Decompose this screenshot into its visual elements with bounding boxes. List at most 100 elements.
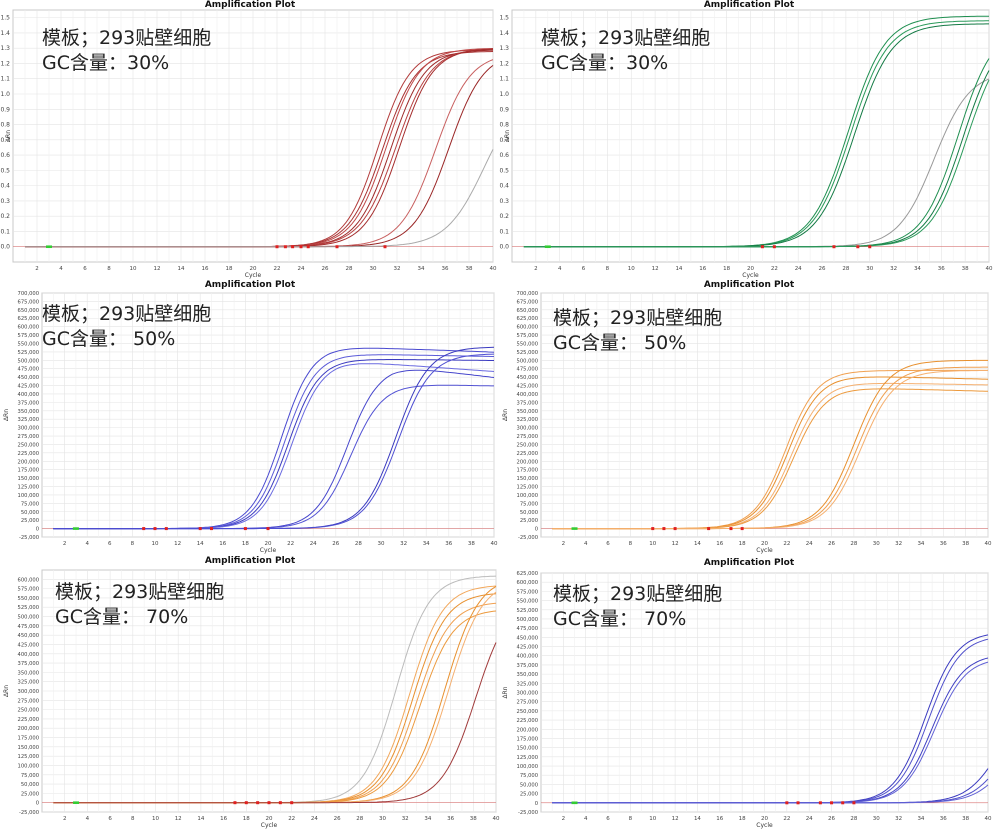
- gc-content-label: GC含量：30%: [541, 52, 669, 74]
- x-tick-label: 2: [562, 816, 566, 822]
- y-tick-label: 425,000: [517, 384, 538, 390]
- x-tick-label: 12: [174, 541, 181, 547]
- y-tick-label: 700,000: [18, 291, 39, 297]
- x-tick-label: 40: [986, 266, 993, 272]
- y-tick-label: 325,000: [517, 681, 538, 687]
- y-tick-label: 200,000: [517, 459, 538, 465]
- x-tick-label: 18: [739, 541, 746, 547]
- x-tick-label: 26: [334, 816, 341, 822]
- x-tick-label: 36: [442, 266, 449, 272]
- y-tick-label: 375,000: [517, 400, 538, 406]
- x-tick-label: 22: [771, 266, 778, 272]
- y-tick-label: 0.3: [499, 198, 509, 205]
- y-tick-label: 275,000: [517, 700, 538, 706]
- y-tick-label: 250,000: [18, 708, 39, 714]
- baseline-start-marker: [72, 527, 79, 530]
- x-tick-label: 24: [311, 816, 318, 822]
- y-tick-label: 150,000: [517, 746, 538, 752]
- y-tick-label: 500,000: [18, 358, 39, 364]
- threshold-marker: [142, 527, 146, 531]
- x-tick-label: 20: [761, 541, 768, 547]
- x-tick-label: 20: [250, 266, 257, 272]
- y-tick-label: 225,000: [18, 451, 39, 457]
- y-tick-label: 100,000: [517, 493, 538, 499]
- y-tick-label: 425,000: [517, 645, 538, 651]
- x-tick-label: 36: [938, 266, 945, 272]
- amplification-plot-6: -25,000 0 25,000 50,000 75,000 100,000 125,000…: [502, 571, 992, 829]
- template-label: 模板；293贴壁细胞: [541, 27, 711, 49]
- y-tick-label: 375,000: [18, 400, 39, 406]
- y-tick-label: 350,000: [517, 672, 538, 678]
- x-tick-label: 10: [649, 541, 656, 547]
- y-tick-label: 0.7: [499, 137, 509, 144]
- y-tick-label: 225,000: [517, 451, 538, 457]
- y-tick-label: 100,000: [18, 763, 39, 769]
- y-tick-label: 300,000: [18, 426, 39, 432]
- x-axis-label: Cycle: [260, 547, 277, 554]
- plot-title: Amplification Plot: [703, 558, 795, 568]
- x-tick-label: 36: [940, 541, 947, 547]
- y-tick-label: 475,000: [18, 624, 39, 630]
- y-tick-label: 50,000: [520, 510, 538, 516]
- x-tick-label: 26: [322, 266, 329, 272]
- y-tick-label: 50,000: [520, 782, 538, 788]
- threshold-marker: [291, 245, 295, 249]
- x-tick-label: 6: [83, 266, 87, 272]
- y-tick-label: 125,000: [517, 755, 538, 761]
- baseline-start-marker: [46, 245, 52, 249]
- y-tick-label: 400,000: [18, 652, 39, 658]
- x-tick-label: 22: [274, 266, 281, 272]
- y-tick-label: 125,000: [18, 754, 39, 760]
- threshold-marker: [852, 801, 856, 805]
- template-label: 模板；293贴壁细胞: [55, 581, 225, 603]
- x-axis-label: Cycle: [756, 547, 773, 554]
- y-tick-label: 250,000: [517, 709, 538, 715]
- x-tick-label: 18: [723, 266, 730, 272]
- x-tick-label: 8: [629, 816, 633, 822]
- y-tick-label: 425,000: [18, 384, 39, 390]
- x-tick-label: 28: [355, 541, 362, 547]
- plot-title: Amplification Plot: [204, 0, 296, 10]
- y-tick-label: 325,000: [18, 680, 39, 686]
- y-tick-label: 550,000: [18, 341, 39, 347]
- x-tick-label: 12: [672, 816, 679, 822]
- x-tick-label: 24: [795, 266, 802, 272]
- sample-annotation: 模板；293贴壁细胞 GC含量： 70%: [553, 582, 722, 632]
- x-tick-label: 18: [242, 541, 249, 547]
- y-tick-label: 1.4: [0, 30, 10, 37]
- threshold-marker: [306, 245, 310, 249]
- y-tick-label: 0.1: [499, 228, 509, 235]
- x-tick-label: 32: [895, 816, 902, 822]
- x-tick-label: 4: [558, 266, 562, 272]
- y-tick-label: 500,000: [517, 358, 538, 364]
- x-tick-label: 30: [370, 266, 377, 272]
- x-tick-label: 10: [152, 816, 159, 822]
- x-tick-label: 12: [672, 541, 679, 547]
- threshold-marker: [243, 527, 247, 531]
- threshold-marker: [868, 245, 872, 249]
- x-tick-label: 28: [850, 541, 857, 547]
- y-tick-label: 600,000: [18, 325, 39, 331]
- x-tick-label: 24: [298, 266, 305, 272]
- x-tick-label: 34: [424, 816, 431, 822]
- y-tick-label: 525,000: [18, 350, 39, 356]
- y-tick-label: 0.5: [0, 167, 10, 174]
- threshold-marker: [278, 801, 282, 805]
- sample-annotation: 模板；293贴壁细胞 GC含量： 70%: [55, 580, 224, 630]
- x-tick-label: 10: [628, 266, 635, 272]
- x-tick-label: 14: [694, 541, 701, 547]
- y-tick-label: 700,000: [517, 291, 538, 297]
- x-tick-label: 24: [310, 541, 317, 547]
- y-tick-label: 0.0: [0, 244, 10, 251]
- plot-title: Amplification Plot: [703, 280, 795, 290]
- threshold-marker: [383, 245, 387, 249]
- x-tick-label: 30: [866, 266, 873, 272]
- threshold-marker: [673, 527, 677, 531]
- y-tick-label: 575,000: [517, 589, 538, 595]
- y-tick-label: 125,000: [517, 485, 538, 491]
- y-tick-label: 475,000: [517, 626, 538, 632]
- x-tick-label: 28: [842, 266, 849, 272]
- x-tick-label: 8: [629, 541, 633, 547]
- y-tick-label: 0.9: [0, 106, 10, 113]
- x-tick-label: 8: [107, 266, 111, 272]
